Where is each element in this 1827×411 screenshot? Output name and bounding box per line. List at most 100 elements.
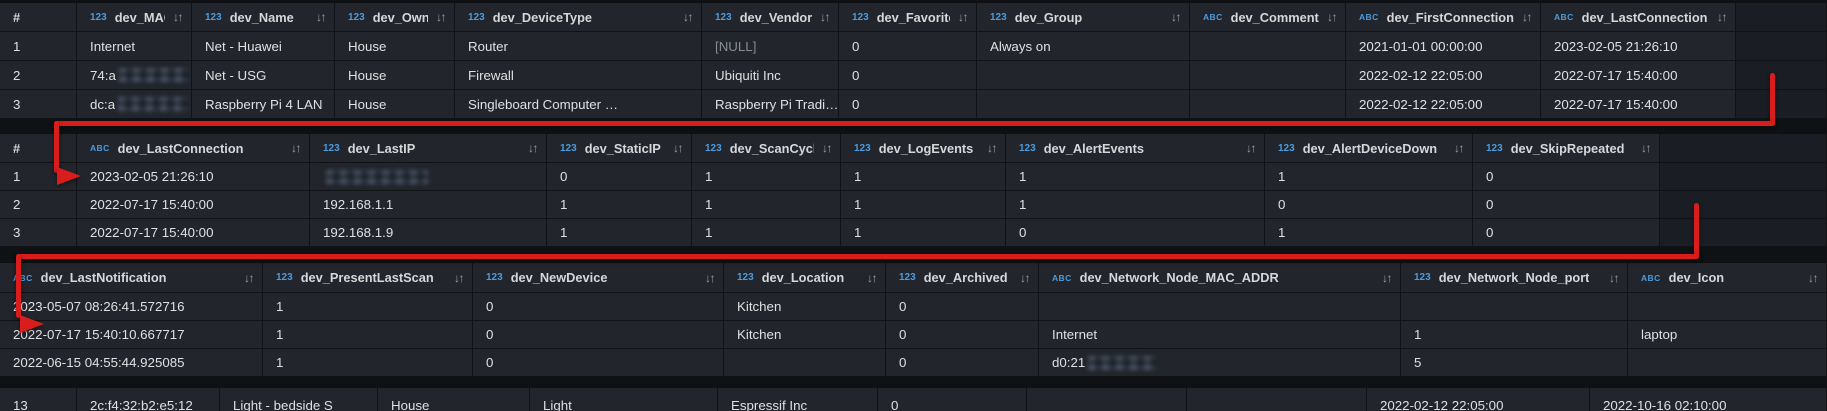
row-index-cell[interactable]: 2 bbox=[0, 191, 77, 219]
cell-dev_LogEvents[interactable]: 1 bbox=[841, 163, 1006, 191]
sort-icon[interactable]: ↓↑ bbox=[1382, 270, 1393, 285]
column-header-dev_LastConnection[interactable]: ABC dev_LastConnection ↓↑ bbox=[1541, 3, 1736, 32]
cell-dev_StaticIP[interactable]: 0 bbox=[547, 163, 692, 191]
sort-icon[interactable]: ↓↑ bbox=[867, 270, 878, 285]
cell-dev_Vendor[interactable]: Raspberry Pi Tradi… bbox=[702, 90, 839, 119]
cell-dev_MAC[interactable]: Internet bbox=[77, 32, 192, 61]
cell-dev_ScanCycle[interactable]: 1 bbox=[692, 219, 841, 247]
cell-dev_MAC[interactable]: 2c:f4:32:b2:e5:12 bbox=[77, 392, 220, 411]
cell-dev_Comments[interactable] bbox=[1190, 32, 1346, 61]
column-header-#[interactable]: # bbox=[0, 134, 77, 163]
column-header-dev_Network_Node_MAC_ADDR[interactable]: ABC dev_Network_Node_MAC_ADDR ↓↑ bbox=[1039, 263, 1401, 293]
cell-dev_LastConnection[interactable]: 2022-10-16 02:10:00 bbox=[1590, 392, 1827, 411]
cell-dev_SkipRepeated[interactable]: 0 bbox=[1473, 219, 1660, 247]
cell-dev_DeviceType[interactable]: Firewall bbox=[455, 61, 702, 90]
column-header-dev_Vendor[interactable]: 123 dev_Vendor ↓↑ bbox=[702, 3, 839, 32]
sort-icon[interactable]: ↓↑ bbox=[1609, 270, 1620, 285]
column-header-dev_LastIP[interactable]: 123 dev_LastIP ↓↑ bbox=[310, 134, 547, 163]
sort-icon[interactable]: ↓↑ bbox=[820, 10, 831, 24]
cell-dev_Favorite[interactable]: 0 bbox=[839, 90, 977, 119]
sort-icon[interactable]: ↓↑ bbox=[1454, 141, 1465, 155]
column-header-dev_Name[interactable]: 123 dev_Name ↓↑ bbox=[192, 3, 335, 32]
column-header-dev_ScanCycle[interactable]: 123 dev_ScanCycle ↓↑ bbox=[692, 134, 841, 163]
cell-dev_LogEvents[interactable]: 1 bbox=[841, 191, 1006, 219]
sort-icon[interactable]: ↓↑ bbox=[316, 10, 327, 24]
column-header-dev_StaticIP[interactable]: 123 dev_StaticIP ↓↑ bbox=[547, 134, 692, 163]
cell-dev_StaticIP[interactable]: 1 bbox=[547, 219, 692, 247]
column-header-dev_Location[interactable]: 123 dev_Location ↓↑ bbox=[724, 263, 886, 293]
cell-dev_Favorite[interactable]: 0 bbox=[839, 32, 977, 61]
cell-dev_Owner[interactable]: House bbox=[335, 61, 455, 90]
cell-dev_LogEvents[interactable]: 1 bbox=[841, 219, 1006, 247]
sort-icon[interactable]: ↓↑ bbox=[528, 141, 539, 155]
cell-dev_Name[interactable]: Net - Huawei bbox=[192, 32, 335, 61]
cell-dev_FirstConnection[interactable]: 2022-02-12 22:05:00 bbox=[1346, 61, 1541, 90]
cell-dev_AlertEvents[interactable]: 0 bbox=[1006, 219, 1265, 247]
cell-dev_Vendor[interactable]: Espressif Inc bbox=[718, 392, 878, 411]
sort-icon[interactable]: ↓↑ bbox=[173, 10, 184, 24]
cell-dev_Location[interactable]: Kitchen bbox=[724, 321, 886, 349]
sort-icon[interactable]: ↓↑ bbox=[683, 10, 694, 24]
cell-dev_LastConnection[interactable]: 2023-02-05 21:26:10 bbox=[77, 163, 310, 191]
cell-dev_Archived[interactable]: 0 bbox=[886, 349, 1039, 377]
cell-dev_Name[interactable]: Light - bedside S bbox=[220, 392, 378, 411]
sort-icon[interactable]: ↓↑ bbox=[454, 270, 465, 285]
sort-icon[interactable]: ↓↑ bbox=[1522, 10, 1533, 24]
cell-dev_LastNotification[interactable]: 2022-06-15 04:55:44.925085 bbox=[0, 349, 263, 377]
column-header-dev_SkipRepeated[interactable]: 123 dev_SkipRepeated ↓↑ bbox=[1473, 134, 1660, 163]
cell-dev_NewDevice[interactable]: 0 bbox=[473, 321, 724, 349]
cell-dev_Group[interactable] bbox=[977, 61, 1190, 90]
cell-dev_Name[interactable]: Raspberry Pi 4 LAN bbox=[192, 90, 335, 119]
column-header-dev_LastNotification[interactable]: ABC dev_LastNotification ↓↑ bbox=[0, 263, 263, 293]
sort-icon[interactable]: ↓↑ bbox=[673, 141, 684, 155]
cell-dev_FirstConnection[interactable]: 2021-01-01 00:00:00 bbox=[1346, 32, 1541, 61]
cell-dev_ScanCycle[interactable]: 1 bbox=[692, 191, 841, 219]
cell-dev_Network_Node_MAC_ADDR[interactable]: d0:21 bbox=[1039, 349, 1401, 377]
cell-dev_Icon[interactable] bbox=[1628, 349, 1827, 377]
cell-dev_Icon[interactable] bbox=[1628, 293, 1827, 321]
column-header-dev_Owner[interactable]: 123 dev_Owner ↓↑ bbox=[335, 3, 455, 32]
cell-dev_LastIP[interactable] bbox=[310, 163, 547, 191]
cell-dev_DeviceType[interactable]: Singleboard Computer … bbox=[455, 90, 702, 119]
column-header-dev_PresentLastScan[interactable]: 123 dev_PresentLastScan ↓↑ bbox=[263, 263, 473, 293]
sort-icon[interactable]: ↓↑ bbox=[958, 10, 969, 24]
cell-dev_Network_Node_port[interactable]: 1 bbox=[1401, 321, 1628, 349]
cell-dev_Comments[interactable] bbox=[1190, 90, 1346, 119]
cell-dev_ScanCycle[interactable]: 1 bbox=[692, 163, 841, 191]
column-header-dev_NewDevice[interactable]: 123 dev_NewDevice ↓↑ bbox=[473, 263, 724, 293]
column-header-dev_Comments[interactable]: ABC dev_Comments ↓↑ bbox=[1190, 3, 1346, 32]
cell-dev_NewDevice[interactable]: 0 bbox=[473, 293, 724, 321]
sort-icon[interactable]: ↓↑ bbox=[987, 141, 998, 155]
cell-dev_AlertEvents[interactable]: 1 bbox=[1006, 191, 1265, 219]
cell-dev_PresentLastScan[interactable]: 1 bbox=[263, 321, 473, 349]
column-header-dev_Icon[interactable]: ABC dev_Icon ↓↑ bbox=[1628, 263, 1827, 293]
cell-dev_DeviceType[interactable]: Light bbox=[530, 392, 718, 411]
cell-dev_Network_Node_MAC_ADDR[interactable] bbox=[1039, 293, 1401, 321]
sort-icon[interactable]: ↓↑ bbox=[1327, 10, 1338, 24]
cell-dev_LastConnection[interactable]: 2022-07-17 15:40:00 bbox=[1541, 61, 1736, 90]
cell-dev_Vendor[interactable]: [NULL] bbox=[702, 32, 839, 61]
cell-dev_LastConnection[interactable]: 2022-07-17 15:40:00 bbox=[77, 219, 310, 247]
sort-icon[interactable]: ↓↑ bbox=[1171, 10, 1182, 24]
sort-icon[interactable]: ↓↑ bbox=[1641, 141, 1652, 155]
sort-icon[interactable]: ↓↑ bbox=[244, 270, 255, 285]
cell-dev_Archived[interactable]: 0 bbox=[886, 321, 1039, 349]
column-header-dev_Archived[interactable]: 123 dev_Archived ↓↑ bbox=[886, 263, 1039, 293]
cell-dev_LastConnection[interactable]: 2023-02-05 21:26:10 bbox=[1541, 32, 1736, 61]
sort-icon[interactable]: ↓↑ bbox=[1020, 270, 1031, 285]
column-header-dev_AlertDeviceDown[interactable]: 123 dev_AlertDeviceDown ↓↑ bbox=[1265, 134, 1473, 163]
column-header-dev_LogEvents[interactable]: 123 dev_LogEvents ↓↑ bbox=[841, 134, 1006, 163]
cell-dev_PresentLastScan[interactable]: 1 bbox=[263, 349, 473, 377]
cell-dev_LastIP[interactable]: 192.168.1.1 bbox=[310, 191, 547, 219]
cell-dev_LastIP[interactable]: 192.168.1.9 bbox=[310, 219, 547, 247]
cell-dev_LastConnection[interactable]: 2022-07-17 15:40:00 bbox=[1541, 90, 1736, 119]
row-index-cell[interactable]: 2 bbox=[0, 61, 77, 90]
cell-dev_Location[interactable] bbox=[724, 349, 886, 377]
cell-dev_Network_Node_port[interactable] bbox=[1401, 293, 1628, 321]
row-index-cell[interactable]: 13 bbox=[0, 392, 77, 411]
cell-dev_StaticIP[interactable]: 1 bbox=[547, 191, 692, 219]
sort-icon[interactable]: ↓↑ bbox=[705, 270, 716, 285]
cell-dev_NewDevice[interactable]: 0 bbox=[473, 349, 724, 377]
cell-dev_Favorite[interactable]: 0 bbox=[878, 392, 1027, 411]
sort-icon[interactable]: ↓↑ bbox=[436, 10, 447, 24]
